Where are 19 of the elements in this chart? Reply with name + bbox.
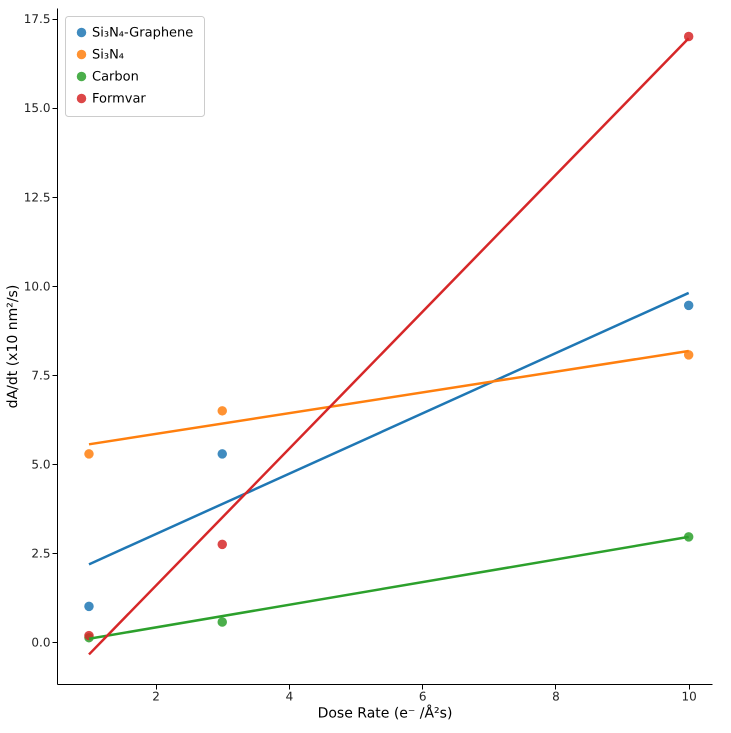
y-tick-label: 2.5 [31, 546, 50, 560]
legend-label: Si₃N₄ [92, 48, 124, 62]
x-axis-title: Dose Rate (e⁻ /Å²s) [318, 704, 452, 722]
x-tick-label: 8 [552, 690, 560, 704]
y-tick-label: 15.0 [24, 101, 50, 116]
x-tick-label: 2 [152, 690, 160, 704]
x-tick-label: 6 [418, 690, 426, 704]
y-tick-label: 5.0 [31, 457, 50, 472]
y-tick-label: 12.5 [24, 190, 50, 204]
y-axis-title: dA/dt (x10 nm²/s) [4, 284, 21, 408]
legend-label: Carbon [92, 70, 139, 84]
y-tick-label: 17.5 [24, 12, 50, 26]
legend-label: Formvar [92, 92, 146, 106]
y-tick-label: 10.0 [24, 279, 50, 294]
x-tick-label: 10 [682, 690, 697, 704]
x-tick-label: 4 [286, 690, 294, 704]
legend-label: Si₃N₄-Graphene [92, 26, 194, 40]
y-tick-label: 0.0 [31, 635, 50, 650]
y-tick-label: 7.5 [31, 368, 50, 382]
